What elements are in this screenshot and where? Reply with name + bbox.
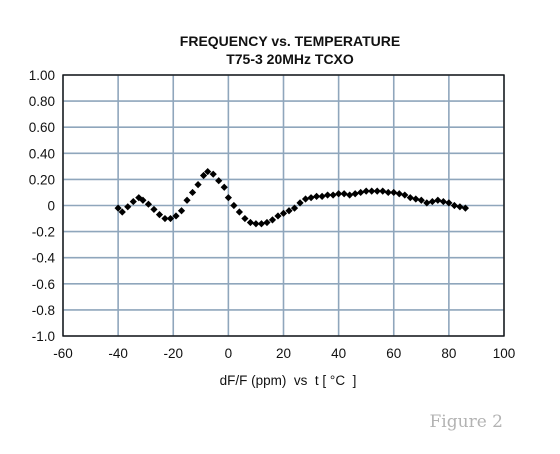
y-tick-label: 0.60 (29, 120, 55, 135)
y-tick-label: 0.40 (29, 146, 55, 161)
data-point-marker (301, 195, 310, 203)
x-tick-label: 80 (441, 346, 456, 361)
data-point-marker (312, 192, 321, 200)
data-point-marker (124, 203, 132, 211)
data-point-marker (307, 194, 315, 202)
data-point-marker (461, 204, 470, 212)
figure-caption: Figure 2 (430, 412, 503, 432)
x-tick-label: 20 (276, 346, 291, 361)
x-tick-label: 40 (331, 346, 346, 361)
data-point-marker (395, 190, 403, 198)
data-point-marker (434, 196, 442, 204)
data-point-marker (144, 200, 153, 208)
data-point-marker (150, 205, 158, 214)
data-point-marker (215, 177, 223, 185)
data-point-marker (224, 194, 232, 202)
plot-area (62, 74, 505, 337)
y-tick-label: 0 (47, 199, 55, 214)
data-point-marker (220, 183, 228, 191)
y-axis-ticks: 1.00 0.80 0.60 0.40 0.20 0 -0.2 -0.4 -0.6 -0.8 -1.… (29, 68, 56, 344)
data-point-marker (279, 209, 288, 217)
x-axis-ticks: -60 -40 -20 0 20 40 60 80 100 (53, 346, 515, 361)
x-tick-label: -40 (108, 346, 128, 361)
data-point-marker (351, 190, 359, 198)
x-tick-label: 100 (493, 346, 516, 361)
data-point-marker (139, 196, 147, 204)
data-point-marker (296, 199, 304, 207)
data-point-marker (340, 190, 348, 198)
data-point-marker (439, 197, 447, 206)
data-point-marker (118, 208, 126, 216)
data-point-marker (263, 218, 271, 227)
data-point-marker (428, 197, 436, 206)
data-point-marker (235, 208, 243, 216)
data-point-marker (161, 214, 169, 223)
data-point-marker (390, 188, 398, 197)
y-tick-label: -0.6 (32, 277, 55, 292)
x-tick-label: 60 (386, 346, 401, 361)
data-point-marker (209, 170, 217, 178)
data-point-marker (318, 192, 326, 200)
y-tick-label: -0.8 (32, 303, 55, 318)
data-point-marker (362, 187, 370, 195)
data-point-marker (379, 187, 387, 195)
data-point-marker (412, 195, 420, 203)
y-tick-label: -0.4 (32, 251, 56, 266)
y-tick-label: -1.0 (32, 329, 55, 344)
data-point-marker (166, 214, 175, 223)
x-tick-label: 0 (225, 346, 233, 361)
x-tick-label: -60 (53, 346, 73, 361)
data-point-marker (406, 194, 414, 202)
plot-frame (62, 74, 505, 337)
data-point-marker (456, 203, 464, 211)
data-point-marker (155, 211, 164, 219)
data-point-marker (188, 188, 197, 197)
data-point-marker (335, 190, 343, 198)
chart-title: FREQUENCY vs. TEMPERATURE (180, 33, 400, 49)
data-point-marker (290, 204, 299, 212)
data-point-marker (384, 188, 392, 197)
y-tick-label: 0.80 (29, 94, 55, 109)
data-point-marker (199, 171, 208, 180)
data-point-marker (257, 220, 266, 228)
data-point-marker (129, 197, 137, 206)
data-point-marker (401, 191, 409, 199)
y-tick-label: -0.2 (32, 225, 55, 240)
data-point-marker (324, 191, 332, 199)
y-tick-label: 0.20 (29, 172, 55, 187)
data-point-marker (246, 218, 255, 227)
data-point-marker (285, 207, 293, 215)
x-axis-label: dF/F (ppm) vs t [ °C ] (220, 373, 357, 388)
data-point-marker (417, 196, 425, 204)
data-point-marker (329, 191, 337, 199)
data-point-marker (274, 212, 282, 220)
data-point-marker (241, 214, 249, 223)
data-point-marker (194, 181, 202, 189)
data-point-marker (177, 207, 186, 215)
data-point-marker (450, 201, 458, 210)
data-point-marker (445, 199, 453, 207)
data-point-marker (172, 212, 180, 220)
data-point-marker (368, 187, 376, 195)
data-point-marker (114, 204, 122, 212)
data-point-marker (357, 188, 365, 197)
x-tick-label: -20 (163, 346, 183, 361)
data-points (114, 167, 470, 228)
chart-subtitle: T75-3 20MHz TCXO (226, 51, 354, 67)
data-point-marker (183, 196, 191, 204)
y-tick-label: 1.00 (29, 68, 55, 83)
data-point-marker (230, 201, 238, 210)
data-point-marker (204, 167, 212, 176)
data-point-marker (373, 187, 381, 195)
data-point-marker (346, 191, 354, 199)
data-point-marker (423, 199, 431, 207)
data-point-marker (252, 220, 260, 228)
data-point-marker (268, 216, 277, 224)
